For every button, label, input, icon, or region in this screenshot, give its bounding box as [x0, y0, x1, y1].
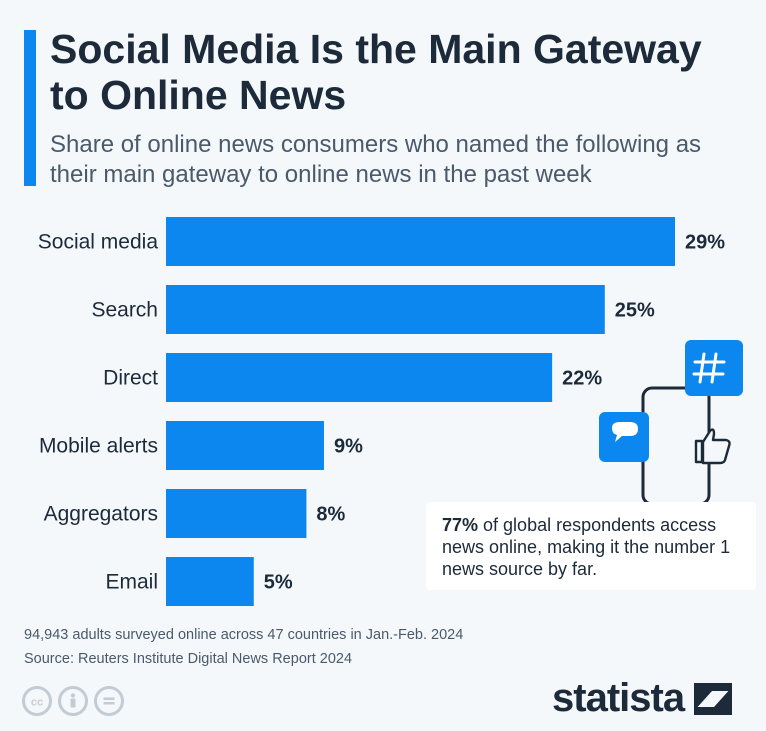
- value-label: 5%: [264, 572, 293, 594]
- chat-bubble-icon: [599, 412, 649, 462]
- value-label: 29%: [685, 232, 725, 254]
- callout-box: 77% of global respondents access news on…: [426, 502, 756, 590]
- value-label: 8%: [316, 504, 345, 526]
- license-icons: cc: [22, 686, 124, 716]
- bar-chart: Social media 29% Search 25% Direct 22% Mobile …: [38, 217, 725, 606]
- callout-body: of global respondents access news online…: [442, 515, 731, 579]
- callout-highlight: 77%: [442, 515, 479, 535]
- category-label: Aggregators: [44, 503, 158, 526]
- social-phone-illustration: [599, 340, 743, 506]
- category-label: Search: [91, 299, 158, 322]
- bar-aggregators: [166, 489, 307, 538]
- statista-brand[interactable]: statista: [552, 676, 734, 721]
- footnote: 94,943 adults surveyed online across 47 …: [24, 623, 463, 671]
- category-label: Email: [105, 571, 158, 594]
- source-note: Source: Reuters Institute Digital News R…: [24, 651, 353, 667]
- cc-icon[interactable]: cc: [22, 686, 52, 716]
- attribution-icon[interactable]: [58, 686, 88, 716]
- category-label: Mobile alerts: [39, 435, 158, 458]
- survey-note: 94,943 adults surveyed online across 47 …: [24, 627, 464, 643]
- callout-text: 77% of global respondents access news on…: [442, 514, 752, 580]
- hashtag-icon: [685, 340, 743, 396]
- bar-direct: [166, 353, 553, 402]
- value-label: 25%: [615, 300, 655, 322]
- page-subtitle: Share of online news consumers who named…: [50, 131, 702, 188]
- thumbs-up-icon: [694, 428, 731, 465]
- page-title: Social Media Is the Main Gateway to Onli…: [50, 26, 702, 118]
- svg-text:cc: cc: [31, 697, 43, 709]
- value-label: 9%: [334, 436, 363, 458]
- no-derivatives-icon[interactable]: [94, 686, 124, 716]
- statista-logo-icon: [694, 682, 733, 715]
- category-label: Direct: [103, 367, 158, 390]
- bar-mobile-alerts: [166, 421, 324, 470]
- value-label: 22%: [562, 368, 602, 390]
- category-label: Social media: [38, 231, 159, 254]
- title-accent-bar: [24, 30, 36, 186]
- bar-email: [166, 557, 254, 606]
- bar-social-media: [166, 217, 675, 266]
- statista-wordmark: statista: [552, 676, 685, 720]
- bar-search: [166, 285, 605, 334]
